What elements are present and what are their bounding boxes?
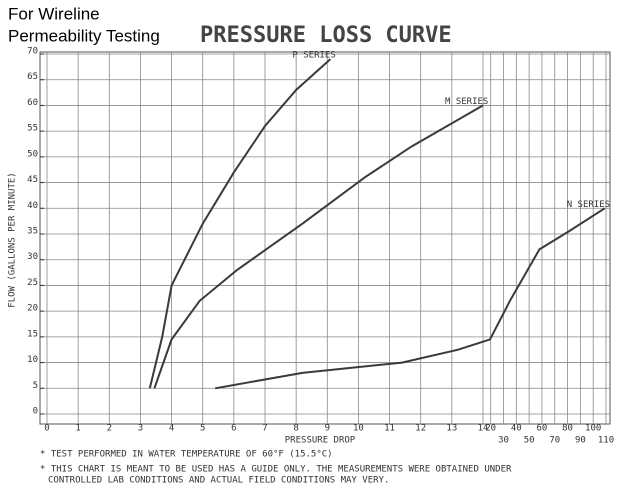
y-tick-label: 65 [27,72,38,82]
x-tick-label: 40 [511,424,522,434]
x-tick-label: 10 [353,424,364,434]
x-tick-label: 8 [293,424,298,434]
x-tick-label: 20 [485,424,496,434]
x-tick-label: 30 [498,436,509,446]
x-tick-label: 50 [524,436,535,446]
series-line [148,58,332,389]
x-axis-label: PRESSURE DROP [285,436,356,446]
x-tick-label: 9 [325,424,330,434]
y-tick-label: 55 [27,124,38,134]
y-tick-label: 30 [27,252,38,262]
note: * TEST PERFORMED IN WATER TEMPERATURE OF… [40,450,333,460]
y-tick-label: 5 [33,381,38,391]
x-tick-label: 70 [549,436,560,446]
header-line: For Wireline [8,4,100,23]
y-tick-label: 25 [27,278,38,288]
y-axis-label: FLOW (GALLONS PER MINUTE) [8,172,18,307]
series-label: P SERIES [292,51,335,61]
y-tick-label: 20 [27,304,38,314]
x-tick-label: 80 [562,424,573,434]
x-tick-label: 0 [44,424,49,434]
y-tick-label: 35 [27,227,38,237]
chart-title: PRESSURE LOSS CURVE [200,23,452,48]
y-tick-label: 40 [27,201,38,211]
y-tick-label: 45 [27,175,38,185]
x-tick-label: 6 [231,424,236,434]
x-tick-label: 13 [446,424,457,434]
x-tick-label: 100 [585,424,601,434]
x-tick-label: 1 [75,424,80,434]
note: * THIS CHART IS MEANT TO BE USED HAS A G… [40,465,512,475]
series-line [153,104,484,389]
x-tick-label: 2 [107,424,112,434]
x-tick-label: 3 [138,424,143,434]
y-tick-label: 15 [27,329,38,339]
x-tick-label: 110 [598,436,614,446]
x-tick-label: 11 [384,424,395,434]
x-tick-label: 90 [575,436,586,446]
x-tick-label: 4 [169,424,174,434]
y-tick-label: 50 [27,149,38,159]
x-tick-label: 12 [415,424,426,434]
x-tick-label: 14 [478,424,489,434]
note: CONTROLLED LAB CONDITIONS AND ACTUAL FIE… [48,476,389,486]
x-tick-label: 5 [200,424,205,434]
header-line: Permeability Testing [8,26,160,45]
y-tick-label: 0 [33,407,38,417]
plot-frame [39,51,611,425]
series-line [215,207,606,390]
x-tick-label: 7 [262,424,267,434]
series-label: M SERIES [445,97,488,107]
y-tick-label: 70 [27,47,38,57]
y-tick-label: 60 [27,98,38,108]
series-label: N SERIES [567,200,610,210]
x-tick-label: 60 [537,424,548,434]
y-tick-label: 10 [27,355,38,365]
